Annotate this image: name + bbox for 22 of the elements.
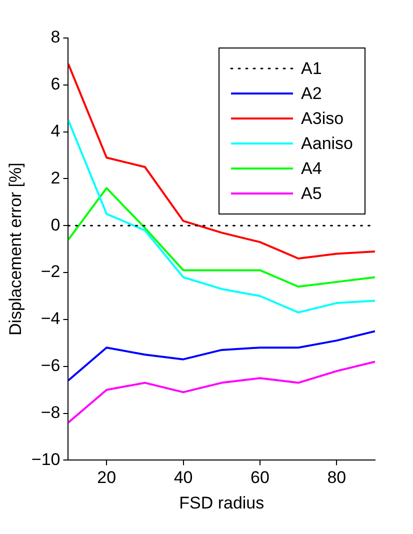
y-tick-label: 4	[50, 122, 60, 141]
y-tick-label: −2	[40, 262, 60, 282]
legend-label: A3iso	[301, 109, 344, 128]
y-axis-title: Displacement error [%]	[6, 162, 25, 336]
y-tick-label: 0	[50, 215, 60, 234]
legend-label: A2	[301, 84, 322, 104]
legend-label: Aaniso	[301, 134, 354, 154]
legend-label: A1	[301, 59, 322, 78]
x-tick-label: 60	[250, 468, 270, 488]
y-tick-label: −8	[40, 402, 60, 422]
legend-label: A5	[301, 184, 322, 204]
x-tick-label: 40	[174, 468, 193, 488]
x-axis-title: FSD radius	[179, 493, 264, 512]
y-tick-label: 8	[50, 28, 60, 47]
x-tick-label: 80	[327, 468, 346, 488]
y-tick-label: −4	[40, 309, 60, 328]
y-tick-label: −10	[31, 450, 60, 469]
y-tick-label: 2	[50, 168, 60, 188]
y-tick-label: −6	[40, 356, 60, 376]
legend-label: A4	[301, 159, 322, 178]
y-tick-label: 6	[50, 74, 60, 94]
x-tick-label: 20	[97, 468, 116, 488]
